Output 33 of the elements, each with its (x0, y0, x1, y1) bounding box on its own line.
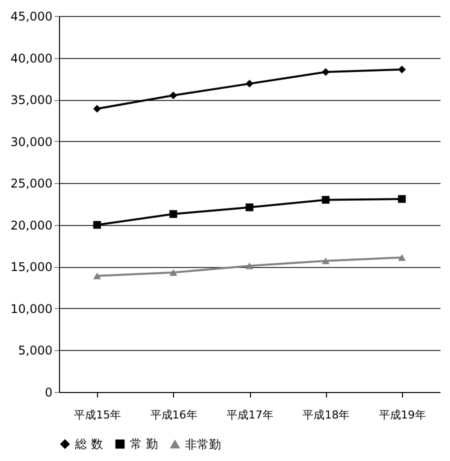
point (398, 254, 406, 261)
x-tick-label: 平成18年 (302, 408, 350, 422)
y-tick-label: 15,000 (10, 260, 52, 274)
point (322, 196, 330, 204)
y-tick-label: 30,000 (10, 134, 52, 149)
x-tick-label: 平成17年 (226, 408, 274, 422)
y-tick-label: 25,000 (10, 176, 52, 191)
point (246, 262, 254, 270)
point (322, 257, 330, 264)
y-tick-label: 0 (44, 386, 52, 400)
point (246, 80, 254, 88)
y-tick-label: 5,000 (18, 344, 52, 358)
point (246, 203, 254, 212)
legend-label: 総 数 (74, 437, 103, 452)
legend-label: 非常勤 (185, 437, 221, 452)
y-tick-label: 35,000 (10, 93, 52, 108)
point (93, 272, 101, 280)
y-tick-label: 10,000 (10, 302, 52, 316)
y-tick-label: 40,000 (10, 51, 52, 66)
point (93, 104, 101, 113)
legend-label: 常 勤 (130, 437, 158, 452)
x-tick-label: 平成15年 (74, 408, 122, 422)
point (169, 92, 178, 100)
point (93, 221, 101, 229)
point (169, 210, 178, 218)
point (322, 68, 330, 76)
x-tick-label: 平成19年 (378, 408, 426, 422)
point (169, 269, 178, 276)
point (398, 195, 406, 203)
x-tick-label: 平成16年 (150, 408, 198, 422)
y-tick-label: 45,000 (10, 10, 52, 24)
point (398, 66, 406, 74)
y-tick-label: 20,000 (10, 218, 52, 232)
